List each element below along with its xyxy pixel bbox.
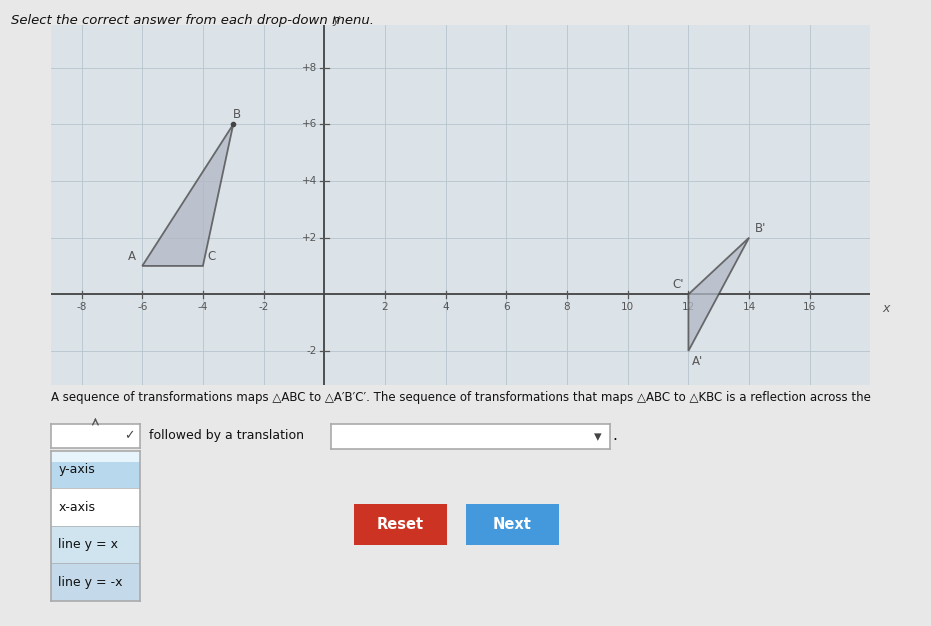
Text: B: B <box>234 108 241 121</box>
Text: x-axis: x-axis <box>59 501 95 513</box>
Text: 6: 6 <box>503 302 509 312</box>
Text: Reset: Reset <box>377 517 424 531</box>
Text: Next: Next <box>492 517 532 531</box>
Text: +6: +6 <box>302 119 317 129</box>
Text: ▾: ▾ <box>594 429 601 444</box>
FancyBboxPatch shape <box>51 563 140 601</box>
Polygon shape <box>688 238 749 351</box>
Text: C': C' <box>672 279 684 292</box>
FancyBboxPatch shape <box>51 488 140 526</box>
Text: A: A <box>128 250 136 263</box>
Text: 12: 12 <box>681 302 695 312</box>
Polygon shape <box>142 124 234 266</box>
FancyBboxPatch shape <box>51 526 140 563</box>
Text: x: x <box>882 302 889 315</box>
FancyBboxPatch shape <box>51 451 140 488</box>
Text: 4: 4 <box>442 302 449 312</box>
Text: -6: -6 <box>137 302 147 312</box>
Text: C: C <box>208 250 216 262</box>
Text: -4: -4 <box>197 302 209 312</box>
Text: followed by a translation: followed by a translation <box>149 429 304 441</box>
FancyBboxPatch shape <box>463 505 561 544</box>
Text: +4: +4 <box>302 176 317 186</box>
Text: ✓: ✓ <box>124 429 134 442</box>
Text: y: y <box>332 13 340 26</box>
Text: 2: 2 <box>382 302 388 312</box>
Text: Select the correct answer from each drop-down menu.: Select the correct answer from each drop… <box>11 14 374 27</box>
Text: A sequence of transformations maps △ABC to △A′B′C′. The sequence of transformati: A sequence of transformations maps △ABC … <box>51 391 871 404</box>
Text: 10: 10 <box>621 302 634 312</box>
Text: -8: -8 <box>76 302 87 312</box>
Text: y-axis: y-axis <box>59 463 95 476</box>
Text: line y = -x: line y = -x <box>59 576 123 588</box>
FancyBboxPatch shape <box>351 505 450 544</box>
Text: .: . <box>613 428 617 443</box>
Text: 14: 14 <box>743 302 756 312</box>
FancyBboxPatch shape <box>51 451 140 462</box>
Text: -2: -2 <box>259 302 269 312</box>
Text: 16: 16 <box>803 302 816 312</box>
Text: +2: +2 <box>302 233 317 243</box>
Text: +8: +8 <box>302 63 317 73</box>
Text: 8: 8 <box>564 302 571 312</box>
Text: B': B' <box>755 222 766 235</box>
Text: line y = x: line y = x <box>59 538 118 551</box>
Text: A': A' <box>692 355 703 368</box>
Text: -2: -2 <box>306 346 317 356</box>
